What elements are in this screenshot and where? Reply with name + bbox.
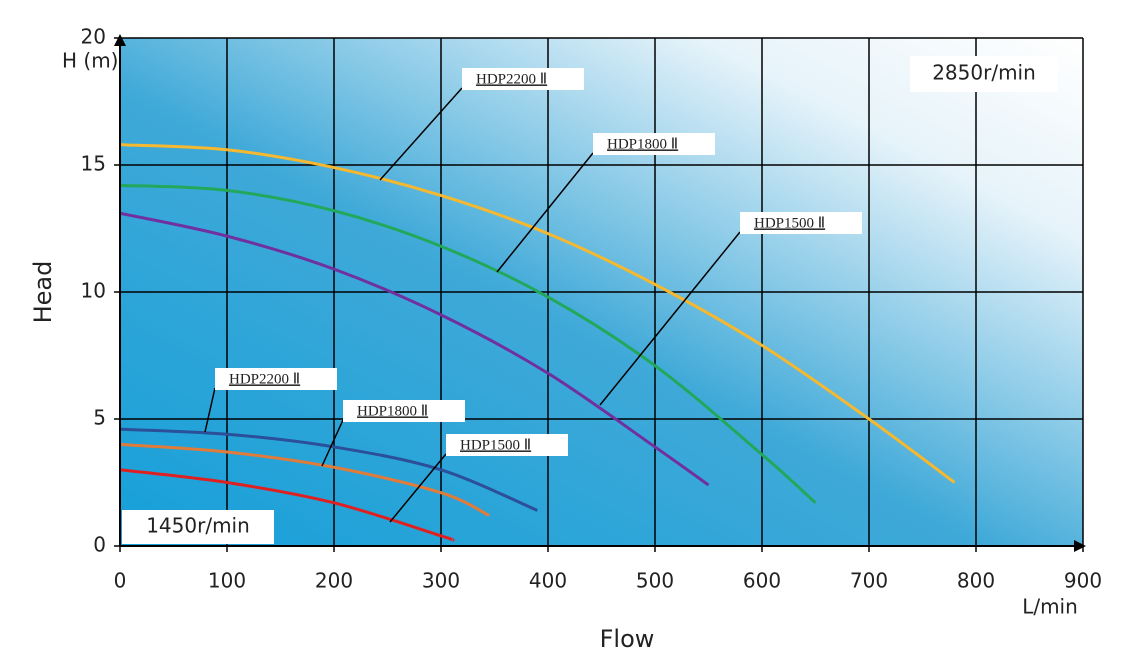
y-tick-label: 5 xyxy=(93,406,106,430)
series-label: HDP2200 Ⅱ xyxy=(476,71,547,87)
y-arrow xyxy=(114,34,126,46)
y-tick-label: 0 xyxy=(93,533,106,557)
x-tick-label: 0 xyxy=(114,569,127,593)
label-box xyxy=(446,434,568,456)
series-label: HDP1500 Ⅱ xyxy=(460,437,531,453)
curve xyxy=(119,442,490,517)
x-tick-label: 300 xyxy=(422,569,460,593)
leader-line xyxy=(321,419,344,467)
speed-box xyxy=(910,56,1058,92)
speed-label: 2850r/min xyxy=(932,61,1036,85)
curve xyxy=(119,211,710,487)
x-tick-label: 400 xyxy=(529,569,567,593)
label-box xyxy=(593,133,715,155)
x-tick-label: 600 xyxy=(743,569,781,593)
series-label: HDP2200 Ⅱ xyxy=(229,371,300,387)
x-tick-label: 900 xyxy=(1064,569,1102,593)
x-tick-label: 100 xyxy=(208,569,246,593)
y-tick-label: 15 xyxy=(81,152,106,176)
label-box xyxy=(462,68,584,90)
x-tick-label: 700 xyxy=(850,569,888,593)
x-unit: L/min xyxy=(1022,595,1078,619)
series-label: HDP1800 Ⅱ xyxy=(607,136,678,152)
y-title: Head xyxy=(29,261,57,324)
leader-line xyxy=(379,87,463,181)
x-tick-label: 500 xyxy=(636,569,674,593)
x-tick-label: 800 xyxy=(957,569,995,593)
label-box xyxy=(343,400,465,422)
y-unit: H (m) xyxy=(62,49,118,73)
x-arrow xyxy=(1074,540,1086,552)
label-box xyxy=(215,368,337,390)
y-tick-label: 20 xyxy=(81,25,106,49)
leader-line xyxy=(496,152,594,273)
curve xyxy=(119,427,538,512)
leader-line xyxy=(389,453,447,523)
label-box xyxy=(740,212,862,234)
speed-box xyxy=(122,510,274,544)
speed-label: 1450r/min xyxy=(146,514,250,538)
series-label: HDP1800 Ⅱ xyxy=(357,403,428,419)
leader-line xyxy=(599,231,741,406)
curve xyxy=(119,143,956,484)
x-tick-label: 200 xyxy=(315,569,353,593)
series-label: HDP1500 Ⅱ xyxy=(754,215,825,231)
x-title: Flow xyxy=(600,625,655,653)
curve xyxy=(119,468,455,542)
leader-line xyxy=(204,387,216,433)
curve xyxy=(119,183,817,504)
y-tick-label: 10 xyxy=(81,279,106,303)
